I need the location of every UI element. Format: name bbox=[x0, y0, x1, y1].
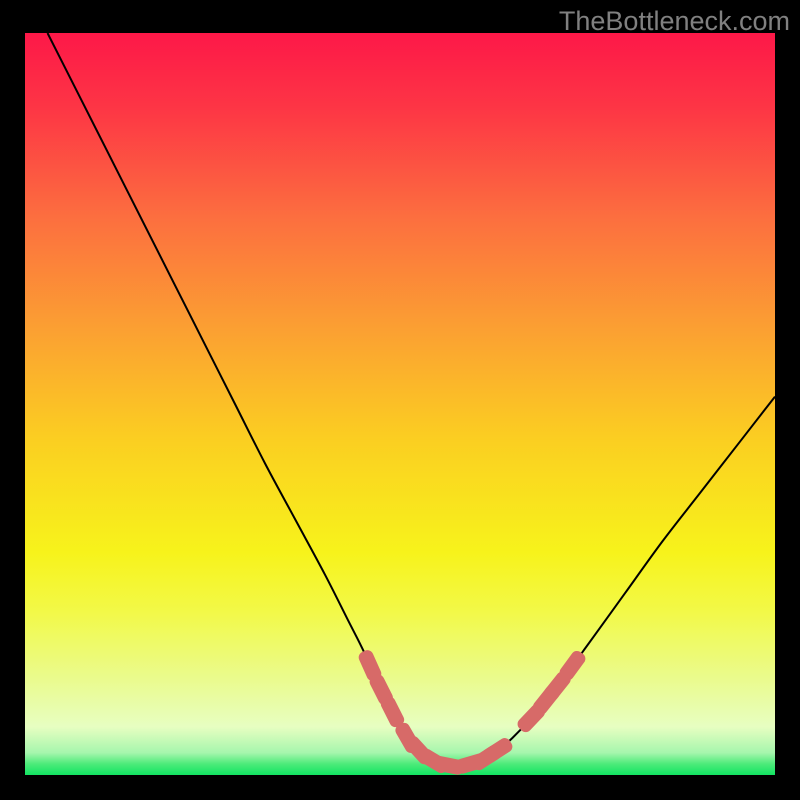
watermark-label: TheBottleneck.com bbox=[559, 6, 790, 37]
chart-svg bbox=[25, 33, 775, 775]
chart-plot-area bbox=[25, 33, 775, 775]
chart-background bbox=[25, 33, 775, 775]
